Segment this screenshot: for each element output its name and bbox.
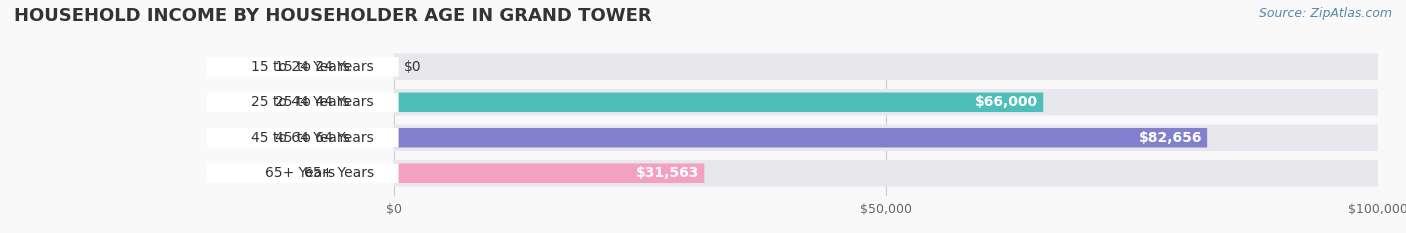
Text: 65+ Years: 65+ Years bbox=[266, 166, 335, 180]
FancyBboxPatch shape bbox=[394, 124, 1378, 151]
Text: $82,656: $82,656 bbox=[1139, 131, 1202, 145]
Text: $0: $0 bbox=[404, 60, 422, 74]
FancyBboxPatch shape bbox=[207, 164, 399, 183]
FancyBboxPatch shape bbox=[207, 93, 399, 112]
FancyBboxPatch shape bbox=[394, 93, 1043, 112]
Text: $66,000: $66,000 bbox=[976, 95, 1039, 109]
Text: 25 to 44 Years: 25 to 44 Years bbox=[250, 95, 350, 109]
Text: Source: ZipAtlas.com: Source: ZipAtlas.com bbox=[1258, 7, 1392, 20]
FancyBboxPatch shape bbox=[394, 128, 1208, 147]
Text: 65+ Years: 65+ Years bbox=[304, 166, 374, 180]
Text: 15 to 24 Years: 15 to 24 Years bbox=[250, 60, 350, 74]
Text: HOUSEHOLD INCOME BY HOUSEHOLDER AGE IN GRAND TOWER: HOUSEHOLD INCOME BY HOUSEHOLDER AGE IN G… bbox=[14, 7, 652, 25]
FancyBboxPatch shape bbox=[394, 164, 704, 183]
FancyBboxPatch shape bbox=[394, 53, 1378, 80]
FancyBboxPatch shape bbox=[394, 89, 1378, 116]
FancyBboxPatch shape bbox=[394, 160, 1378, 187]
FancyBboxPatch shape bbox=[207, 128, 399, 147]
FancyBboxPatch shape bbox=[207, 57, 399, 76]
Text: 45 to 64 Years: 45 to 64 Years bbox=[250, 131, 350, 145]
Text: 15 to 24 Years: 15 to 24 Years bbox=[276, 60, 374, 74]
Text: 25 to 44 Years: 25 to 44 Years bbox=[276, 95, 374, 109]
Text: 45 to 64 Years: 45 to 64 Years bbox=[276, 131, 374, 145]
Text: $31,563: $31,563 bbox=[636, 166, 699, 180]
